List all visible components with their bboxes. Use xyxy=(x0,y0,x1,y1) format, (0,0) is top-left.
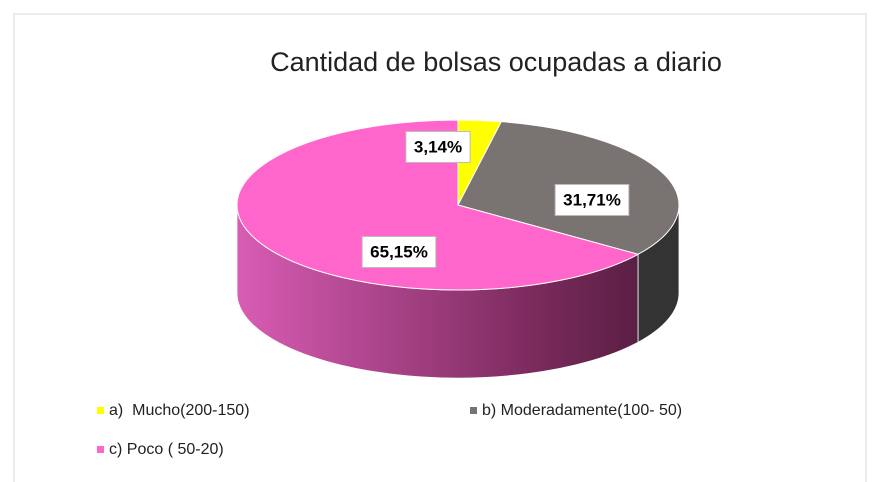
legend-swatch xyxy=(470,407,477,414)
legend-label: b) Moderadamente(100- 50) xyxy=(482,402,682,419)
data-label-box xyxy=(405,130,471,163)
pie-slice xyxy=(236,119,640,291)
legend-swatch xyxy=(97,407,104,414)
data-label-box xyxy=(361,235,437,268)
data-label: 65,15% xyxy=(370,242,428,261)
legend-label: a) Mucho(200-150) xyxy=(109,402,250,419)
data-label: 3,14% xyxy=(414,137,462,156)
chart-title: Cantidad de bolsas ocupadas a diario xyxy=(270,47,722,77)
legend-label: c) Poco ( 50-20) xyxy=(109,441,224,458)
legend-swatch xyxy=(97,446,104,453)
data-label: 31,71% xyxy=(563,190,621,209)
data-label-box xyxy=(554,183,630,216)
